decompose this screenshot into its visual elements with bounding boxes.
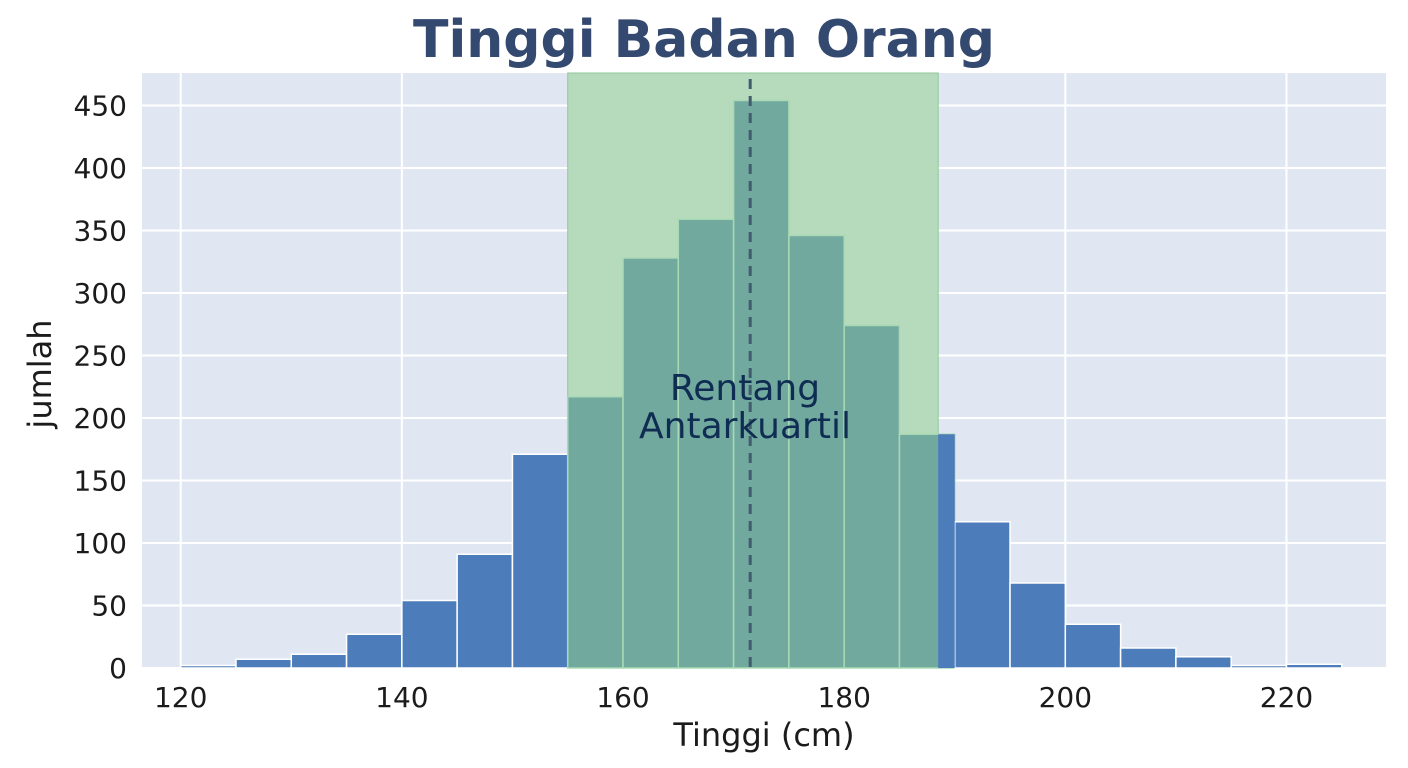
x-tick-labels: 120 140 160 180 200 220 bbox=[154, 681, 1313, 714]
x-tick-label: 220 bbox=[1260, 681, 1313, 714]
y-tick-label: 350 bbox=[74, 215, 127, 248]
histogram-bar bbox=[1009, 582, 1067, 669]
x-tick-label: 120 bbox=[154, 681, 207, 714]
histogram-bar bbox=[1230, 664, 1288, 669]
x-tick-label: 160 bbox=[596, 681, 649, 714]
chart-title: Tinggi Badan Orang bbox=[412, 10, 996, 70]
histogram-bar bbox=[345, 633, 403, 669]
bars bbox=[179, 99, 1343, 669]
x-tick-label: 140 bbox=[375, 681, 428, 714]
y-tick-label: 300 bbox=[74, 277, 127, 310]
y-tick-label: 250 bbox=[74, 340, 127, 373]
histogram-bar bbox=[622, 257, 680, 669]
histogram-bar bbox=[677, 218, 735, 669]
histogram-bar-outside-iqr bbox=[938, 434, 955, 668]
histogram-bar bbox=[566, 396, 624, 669]
iqr-annotation-line-1: Rentang bbox=[669, 368, 821, 409]
histogram-bar bbox=[179, 664, 237, 669]
y-tick-labels: 0 50 100 150 200 250 300 350 400 450 bbox=[74, 90, 127, 686]
y-tick-label: 150 bbox=[74, 465, 127, 498]
iqr-annotation-line-2: Antarkuartil bbox=[639, 406, 851, 447]
y-tick-label: 100 bbox=[74, 527, 127, 560]
y-tick-label: 400 bbox=[74, 152, 127, 185]
iqr-annotation: Rentang Antarkuartil bbox=[639, 370, 851, 446]
histogram-bar bbox=[953, 521, 1011, 669]
histogram-bar bbox=[1285, 663, 1343, 669]
histogram-bar bbox=[456, 553, 514, 669]
x-axis-label: Tinggi (cm) bbox=[673, 716, 855, 754]
histogram-bar bbox=[732, 99, 790, 669]
y-tick-label: 200 bbox=[74, 402, 127, 435]
x-tick-label: 200 bbox=[1039, 681, 1092, 714]
histogram-bar bbox=[1119, 647, 1177, 669]
histogram-bar bbox=[290, 653, 348, 669]
histogram-bar bbox=[843, 324, 901, 669]
y-axis-label: jumlah bbox=[21, 319, 59, 429]
histogram-bar bbox=[401, 599, 458, 669]
y-tick-label: 450 bbox=[74, 90, 127, 123]
histogram-bar bbox=[1175, 656, 1232, 669]
x-tick-label: 180 bbox=[817, 681, 870, 714]
y-tick-label: 0 bbox=[109, 652, 127, 685]
histogram-bar bbox=[1064, 623, 1122, 669]
histogram-bar bbox=[235, 658, 293, 669]
histogram-bar bbox=[788, 234, 845, 669]
histogram-bar bbox=[511, 453, 569, 669]
y-tick-label: 50 bbox=[91, 590, 127, 623]
